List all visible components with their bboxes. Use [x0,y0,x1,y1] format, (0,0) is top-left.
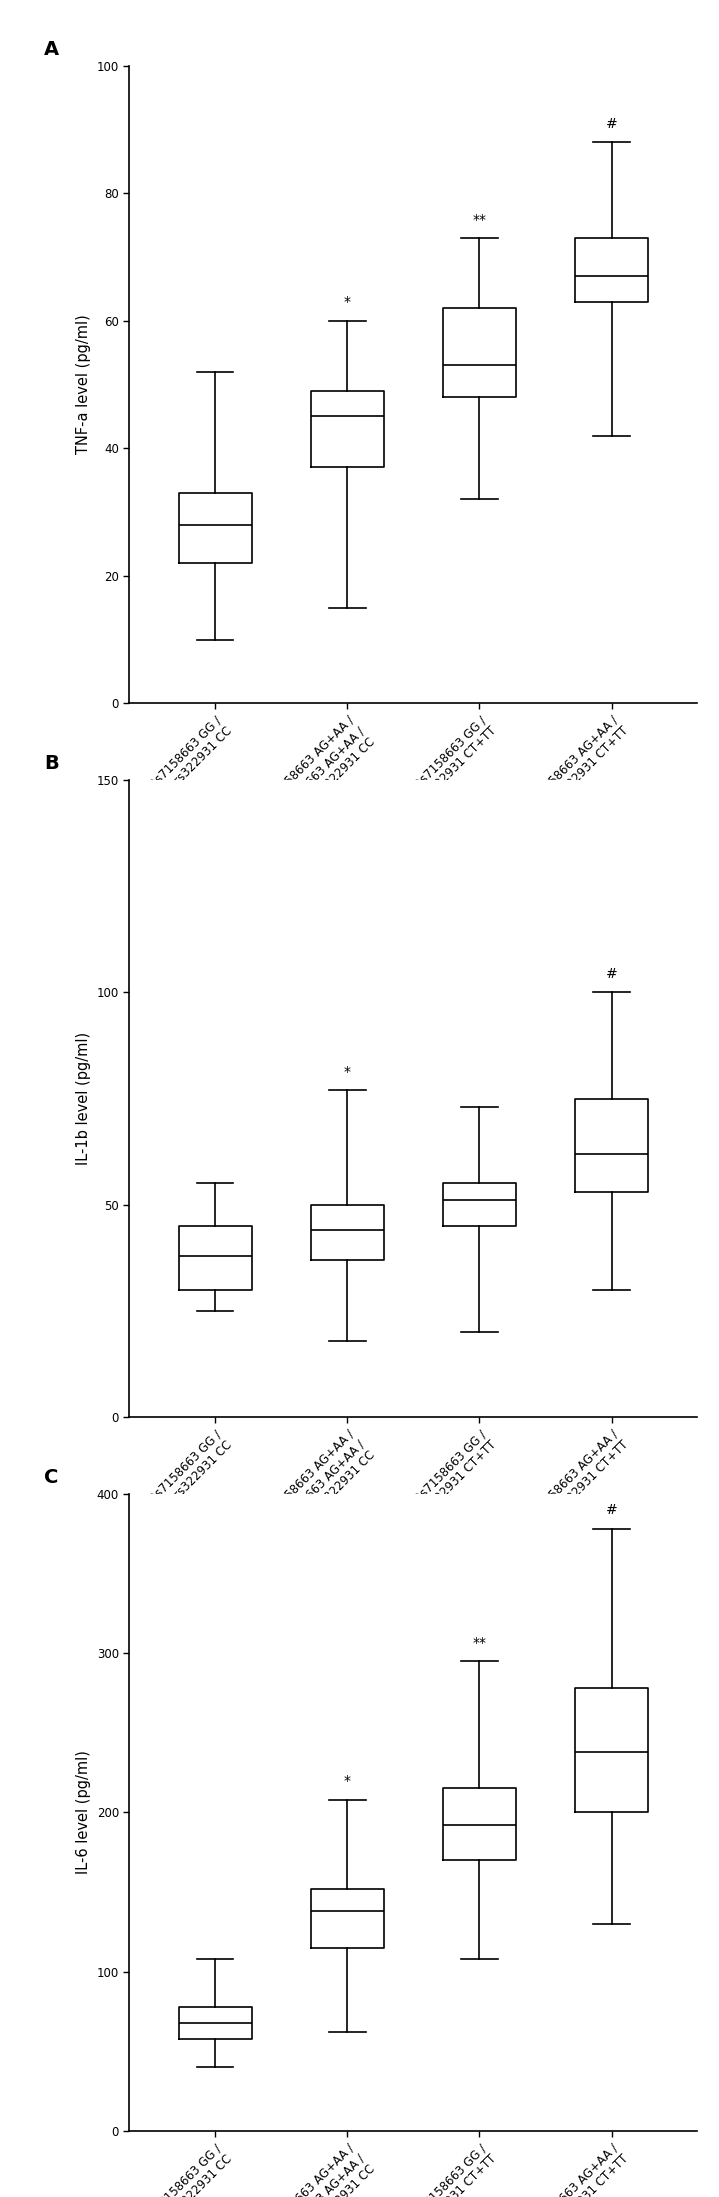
Y-axis label: TNF-a level (pg/ml): TNF-a level (pg/ml) [76,314,91,455]
Text: **: ** [472,213,487,226]
Text: *: * [344,294,351,310]
Text: #: # [605,116,618,132]
Text: #: # [605,1503,618,1518]
Text: *: * [344,1775,351,1788]
Text: #: # [605,967,618,980]
Text: *: * [344,1066,351,1079]
Text: **: ** [472,1635,487,1650]
Y-axis label: IL-6 level (pg/ml): IL-6 level (pg/ml) [76,1751,91,1874]
Text: B: B [44,754,59,773]
Y-axis label: IL-1b level (pg/ml): IL-1b level (pg/ml) [76,1033,91,1164]
Text: C: C [44,1468,58,1487]
Text: A: A [44,40,60,59]
